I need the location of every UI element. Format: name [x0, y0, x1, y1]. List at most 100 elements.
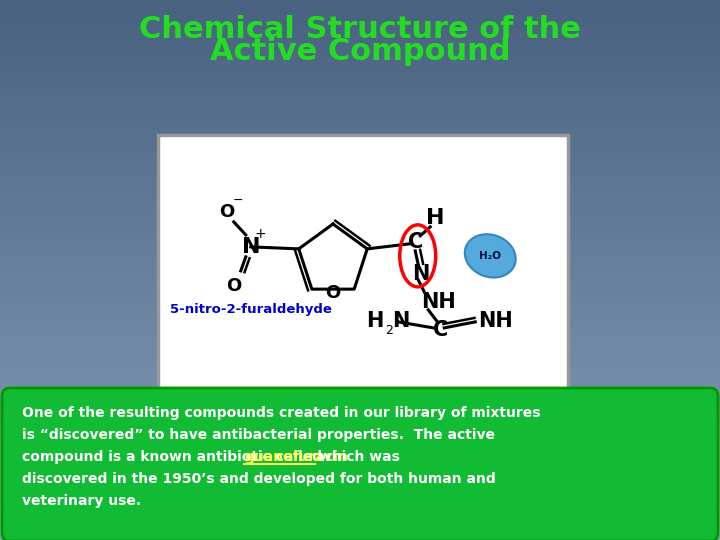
Bar	[0, 38, 720, 43]
Text: which was: which was	[315, 450, 400, 464]
Bar	[0, 286, 720, 292]
Bar	[0, 238, 720, 243]
Bar	[0, 524, 720, 529]
Bar	[0, 200, 720, 205]
Bar	[0, 22, 720, 27]
Bar	[0, 410, 720, 416]
Bar	[0, 351, 720, 356]
Bar	[0, 140, 720, 146]
Bar	[0, 130, 720, 135]
Bar	[0, 157, 720, 162]
Bar	[0, 32, 720, 38]
Bar	[0, 378, 720, 383]
Bar	[0, 221, 720, 227]
Bar	[0, 427, 720, 432]
Bar	[0, 227, 720, 232]
Ellipse shape	[465, 234, 516, 278]
Bar	[0, 356, 720, 362]
Bar	[0, 178, 720, 184]
Bar	[0, 119, 720, 124]
Bar	[0, 281, 720, 286]
Text: H: H	[426, 208, 444, 228]
Bar	[0, 459, 720, 464]
Bar	[0, 432, 720, 437]
Text: 5-nitro-2-furaldehyde: 5-nitro-2-furaldehyde	[170, 303, 332, 316]
Text: N: N	[392, 311, 410, 331]
Text: H₂O: H₂O	[480, 251, 501, 261]
Bar	[0, 421, 720, 427]
Bar	[0, 173, 720, 178]
Bar	[0, 92, 720, 97]
Bar	[0, 443, 720, 448]
Bar	[0, 205, 720, 211]
Bar	[0, 508, 720, 513]
Bar	[0, 5, 720, 11]
Text: NH: NH	[421, 292, 456, 312]
Bar	[0, 416, 720, 421]
Text: C: C	[433, 320, 448, 340]
Bar	[0, 319, 720, 324]
Bar	[0, 270, 720, 275]
Text: guanofuracin: guanofuracin	[244, 450, 348, 464]
Bar	[0, 454, 720, 459]
Text: NH: NH	[478, 311, 513, 331]
Text: −: −	[233, 194, 243, 207]
Bar	[0, 308, 720, 313]
Bar	[0, 400, 720, 405]
Bar	[0, 535, 720, 540]
Bar	[0, 513, 720, 518]
Bar	[0, 194, 720, 200]
FancyBboxPatch shape	[2, 388, 718, 540]
Text: A2–B3: A2–B3	[320, 421, 400, 445]
Text: is “discovered” to have antibacterial properties.  The active: is “discovered” to have antibacterial pr…	[22, 428, 495, 442]
Bar	[0, 491, 720, 497]
Text: discovered in the 1950’s and developed for both human and: discovered in the 1950’s and developed f…	[22, 472, 496, 486]
Bar	[0, 97, 720, 103]
Bar	[0, 448, 720, 454]
Bar	[0, 167, 720, 173]
Text: +: +	[255, 227, 266, 241]
Bar	[0, 232, 720, 238]
Bar	[0, 464, 720, 470]
Bar	[0, 162, 720, 167]
Text: O: O	[226, 277, 241, 295]
Bar	[0, 189, 720, 194]
Bar	[0, 373, 720, 378]
Bar	[0, 518, 720, 524]
Bar	[0, 497, 720, 502]
Bar	[0, 362, 720, 367]
Text: N: N	[413, 264, 430, 284]
Bar	[0, 54, 720, 59]
Bar	[0, 394, 720, 400]
Bar	[0, 11, 720, 16]
Bar	[0, 103, 720, 108]
Bar	[0, 86, 720, 92]
Bar	[0, 346, 720, 351]
Bar	[0, 470, 720, 475]
Bar	[0, 135, 720, 140]
Bar	[0, 481, 720, 486]
Text: compound is a known antibiotic called: compound is a known antibiotic called	[22, 450, 327, 464]
Text: O: O	[219, 203, 235, 221]
Bar	[0, 389, 720, 394]
Text: H: H	[366, 311, 383, 331]
Bar	[0, 324, 720, 329]
Bar	[0, 113, 720, 119]
Bar	[0, 243, 720, 248]
Bar	[0, 27, 720, 32]
Bar	[0, 151, 720, 157]
Text: Active Compound: Active Compound	[210, 37, 510, 66]
Bar	[0, 49, 720, 54]
Bar	[0, 146, 720, 151]
Bar	[0, 405, 720, 410]
Bar	[0, 297, 720, 302]
Bar	[0, 70, 720, 76]
Bar	[0, 502, 720, 508]
Bar	[0, 0, 720, 5]
Bar	[0, 383, 720, 389]
Bar	[0, 216, 720, 221]
Bar	[0, 265, 720, 270]
Bar	[0, 108, 720, 113]
Bar	[0, 16, 720, 22]
Bar	[0, 292, 720, 297]
